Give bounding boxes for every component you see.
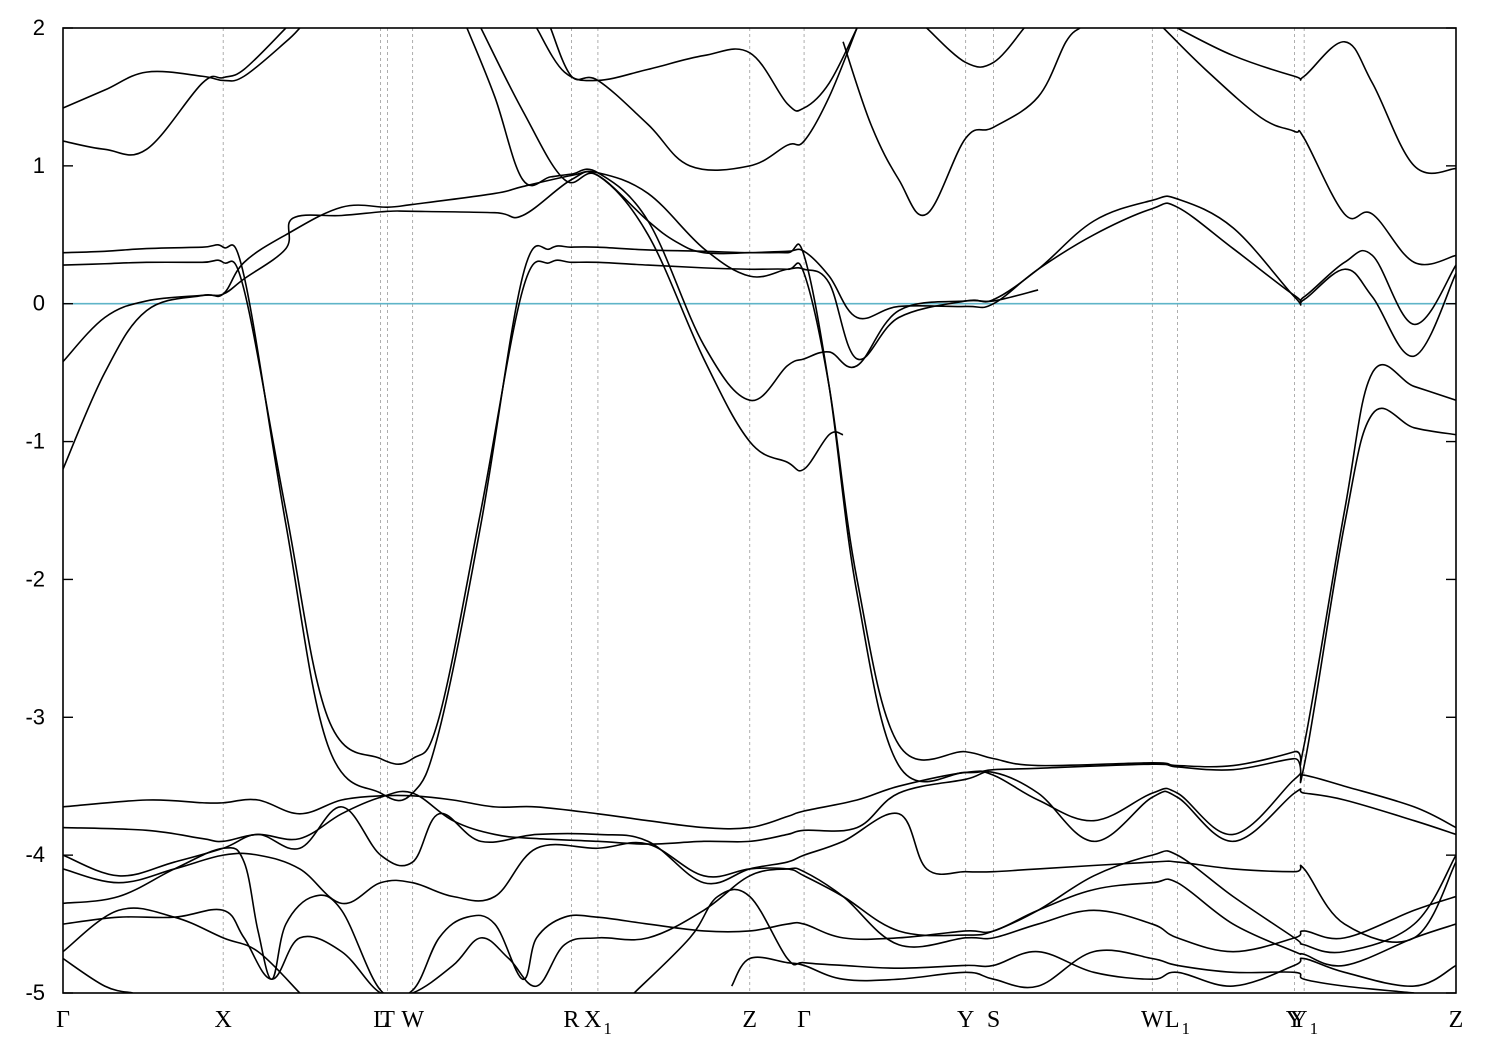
band-line-16: [63, 771, 1456, 845]
band-line-11: [842, 28, 1081, 217]
y-tick-label: -1: [25, 429, 45, 454]
band-line-21: [63, 907, 301, 993]
kpoint-label: Γ: [797, 1007, 811, 1033]
band-line-23: [633, 888, 1456, 993]
band-line-10: [535, 28, 858, 112]
band-line-12: [926, 28, 1025, 68]
band-line-9: [549, 28, 858, 171]
kpoint-label: S: [987, 1007, 1000, 1033]
band-line-8: [480, 28, 844, 472]
kpoint-label: T: [380, 1007, 395, 1033]
y-tick-label: -5: [25, 980, 45, 1005]
y-tick-label: 2: [33, 15, 45, 40]
y-tick-label: 1: [33, 153, 45, 178]
band-line-4: [63, 243, 1456, 802]
band-lines: [63, 28, 1456, 993]
band-line-18: [63, 841, 1456, 954]
y-tick-label: -4: [25, 842, 45, 867]
band-line-20: [63, 867, 1456, 993]
band-line-3: [63, 259, 1456, 768]
band-line-19: [63, 846, 1456, 993]
kpoint-label: W: [1141, 1007, 1164, 1033]
band-line-1: [63, 170, 1456, 363]
kpoint-label: R: [563, 1007, 579, 1033]
kpoint-label: Z: [1449, 1007, 1464, 1033]
kpoint-label: L: [373, 1007, 388, 1033]
kpoint-label: Y: [957, 1007, 974, 1033]
band-line-6: [63, 28, 287, 156]
band-line-24: [730, 949, 1415, 993]
kpoint-label: Y: [1286, 1007, 1303, 1033]
band-line-17: [63, 806, 1456, 943]
kpoint-grid-lines: [222, 28, 1305, 993]
plot-frame: [62, 27, 1457, 994]
band-line-13: [1162, 28, 1456, 266]
band-line-22: [63, 957, 133, 993]
x-axis-kpoint-labels: Γ X LT W R X 1 Z Γ Y S W L 1 YY 1 Z: [56, 1007, 1463, 1038]
band-line-5: [63, 28, 301, 109]
band-line-15: [63, 770, 1456, 836]
y-tick-label: 0: [33, 291, 45, 316]
band-line-14: [1177, 28, 1456, 175]
kpoint-label: W: [401, 1007, 424, 1033]
band-line-2: [63, 170, 1456, 470]
band-line-7: [466, 28, 1039, 402]
y-tick-label: -2: [25, 566, 45, 591]
kpoint-label: Γ: [56, 1007, 70, 1033]
y-tick-label: -3: [25, 704, 45, 729]
kpoint-label: Z: [742, 1007, 757, 1033]
y-axis-ticks: -5 -4 -3 -2 -1 0 1 2: [25, 15, 1456, 1005]
kpoint-label: X: [215, 1007, 232, 1033]
